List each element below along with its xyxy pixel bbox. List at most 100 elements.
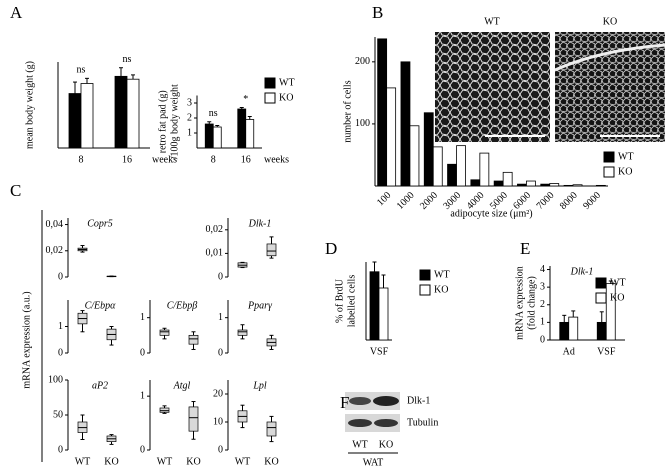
y-tick-label: 1 [140, 390, 145, 401]
annotation: ns [209, 108, 218, 119]
band-label: Dlk-1 [407, 395, 430, 406]
legend-label: WT [618, 151, 634, 162]
legend-swatch [419, 284, 431, 296]
x-tick-label: 16 [122, 154, 132, 165]
x-tick-label: 1000 [395, 190, 417, 212]
x-tick-label: 8 [79, 154, 84, 165]
bar [493, 180, 504, 187]
bar [559, 321, 570, 341]
box [159, 407, 170, 413]
micrograph-wt [435, 32, 550, 142]
chart-title: Dlk-1 [248, 218, 272, 229]
y-tick-label: 200 [355, 56, 370, 67]
y-axis-label: labelled cells [346, 275, 357, 328]
box [159, 329, 170, 336]
legend-swatch [264, 77, 276, 89]
y-tick-label: 20 [213, 388, 223, 399]
y-tick-label: 0 [140, 347, 145, 358]
x-tick-label: 7000 [535, 190, 557, 212]
bar [517, 183, 527, 187]
legend-label: KO [610, 292, 624, 303]
y-axis-label: number of cells [342, 80, 353, 142]
bar [540, 183, 551, 187]
y-tick-label: 10 [213, 416, 223, 427]
bar [386, 87, 397, 187]
panel-letter: D [325, 239, 337, 258]
legend-label: KO [279, 92, 293, 103]
x-tick-label: 8 [211, 154, 216, 165]
y-tick-label: 0,02 [46, 245, 64, 256]
y-tick-label: 0 [140, 444, 145, 455]
bar [204, 123, 214, 149]
bar [377, 38, 388, 187]
legend-label: WT [610, 277, 626, 288]
panel-letter: B [372, 3, 383, 22]
legend-label: KO [434, 284, 448, 295]
x-tick-label: 2000 [418, 190, 440, 212]
bar [212, 126, 222, 149]
annotation: ns [123, 54, 132, 65]
y-tick-label: 0,02 [206, 224, 224, 235]
legend-swatch [603, 151, 615, 163]
box [266, 243, 277, 257]
legend-swatch [603, 166, 615, 178]
bar [563, 184, 574, 187]
band [349, 397, 371, 405]
bar [378, 287, 389, 341]
y-axis-label: mRNA expression (a.u.) [21, 291, 32, 388]
x-tick-label: Ad [563, 346, 575, 357]
y-tick-label: 0 [218, 444, 223, 455]
x-tick-label: VSF [597, 346, 616, 357]
y-tick-label: 1 [140, 312, 145, 323]
chart-title: C/Ebpβ [167, 300, 198, 311]
x-unit: weeks [264, 154, 289, 165]
bar [549, 183, 560, 187]
image-label: KO [603, 16, 617, 27]
bar [526, 180, 536, 187]
bar [447, 163, 457, 187]
micrograph-ko [555, 32, 665, 142]
bar [479, 152, 490, 187]
legend-swatch [595, 292, 607, 304]
bar [572, 184, 583, 187]
y-tick-label: 100 [48, 374, 63, 385]
box [237, 329, 248, 336]
bar [400, 61, 411, 187]
band-label: Tubulin [407, 417, 438, 428]
legend-label: WT [279, 77, 295, 88]
y-axis-label: mean body weight (g) [24, 61, 35, 149]
x-tick-label: KO [186, 456, 200, 467]
y-tick-label: 3 [187, 97, 192, 108]
chart-title: Atgl [173, 380, 191, 391]
bar [237, 108, 247, 149]
x-tick-label: 9000 [581, 190, 603, 212]
chart-title: aP2 [92, 380, 108, 391]
bar [369, 271, 380, 341]
bar [596, 321, 607, 341]
x-tick-label: KO [104, 456, 118, 467]
y-tick-label: 0,01 [206, 248, 224, 259]
legend-swatch [419, 269, 431, 281]
y-axis-label: % of BrdU [334, 278, 345, 323]
bar [432, 146, 443, 187]
bar [80, 83, 94, 149]
bar [245, 119, 255, 149]
band [374, 419, 398, 427]
vessel [554, 43, 666, 72]
lane-label: WT [352, 439, 368, 450]
x-tick-label: 8000 [558, 190, 580, 212]
y-tick-label: 2 [187, 112, 192, 123]
bar [409, 125, 420, 187]
chart-title: Lpl [252, 380, 267, 391]
blot-strip [345, 414, 400, 432]
box [188, 406, 199, 432]
x-tick-label: WT [157, 456, 173, 467]
legend-swatch [264, 92, 276, 104]
y-tick-label: 100 [355, 118, 370, 129]
bar [126, 78, 140, 149]
y-tick-label: 1 [187, 127, 192, 138]
panel-letter: E [520, 239, 530, 258]
y-tick-label: 0 [540, 334, 545, 345]
y-tick-label: 1 [540, 317, 545, 328]
